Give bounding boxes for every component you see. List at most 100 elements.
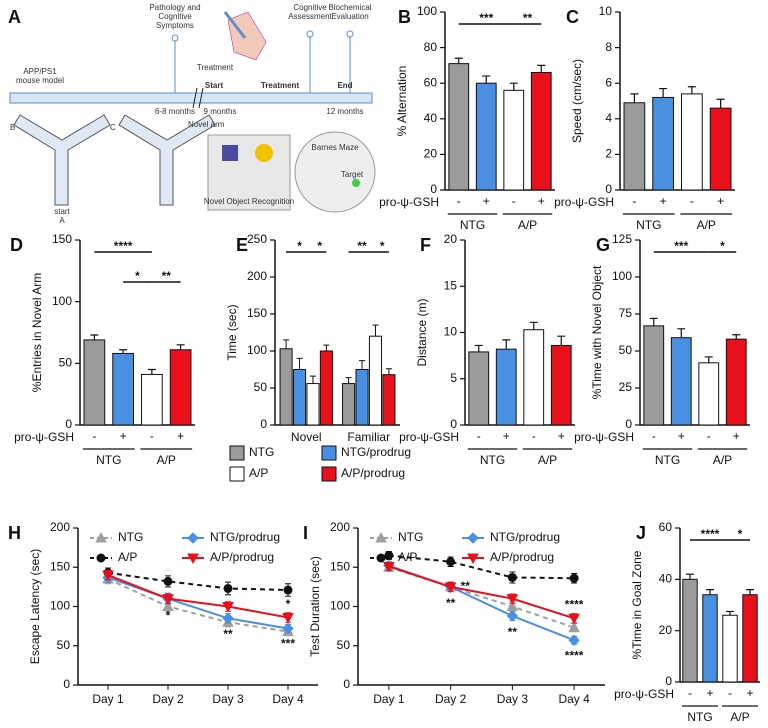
y-tick-label: 50 <box>254 380 268 394</box>
label: Assessment <box>288 12 332 21</box>
y-tick-label: 150 <box>247 306 267 320</box>
y-tick-label: 0 <box>430 182 437 196</box>
line <box>107 576 289 630</box>
error-bar <box>537 64 546 73</box>
line <box>107 574 289 619</box>
label: Treatment <box>197 63 234 72</box>
label: 6-8 months <box>155 107 195 116</box>
x-tick-label: - <box>688 686 692 700</box>
bar <box>670 337 692 426</box>
y-tick-label: 20 <box>424 147 438 161</box>
x-tick-label: + <box>706 686 713 700</box>
y-axis-label: %Time in Goal Zone <box>630 550 644 659</box>
legend-marker <box>376 553 386 563</box>
x-tick-label: Day 4 <box>558 692 590 706</box>
x-tick-label: Day 1 <box>92 692 124 706</box>
y-tick-label: 25 <box>619 380 633 394</box>
x-tick-label: Day 3 <box>497 692 529 706</box>
point <box>282 622 294 635</box>
bar <box>319 350 333 426</box>
y-tick-label: 50 <box>337 638 351 652</box>
error-bar <box>283 339 290 349</box>
legend-marker <box>467 532 479 544</box>
treatment-label: pro-ψ-GSH <box>614 687 674 701</box>
x-tick-label: Day 3 <box>212 692 244 706</box>
legend-marker <box>187 532 199 544</box>
bar <box>652 96 674 191</box>
x-tick-label: Day 2 <box>152 692 184 706</box>
panel-letter: J <box>636 523 646 543</box>
point <box>568 613 580 625</box>
error-bar <box>176 344 185 350</box>
treatment-label: pro-ψ-GSH <box>574 430 634 444</box>
point <box>282 612 294 624</box>
y-axis-label: Time (sec) <box>225 304 239 360</box>
y-tick-label: 8 <box>605 40 612 54</box>
label: 12 months <box>326 107 363 116</box>
legend-swatch <box>321 445 337 461</box>
y-tick-label: 100 <box>52 294 72 308</box>
error-bar <box>119 349 128 354</box>
annotation: **** <box>565 648 584 662</box>
legend-swatch <box>321 466 337 482</box>
label: 9 months <box>204 107 237 116</box>
legend-label: A/P <box>249 466 268 480</box>
significance-label: * <box>135 269 140 283</box>
panel-letter: A <box>8 7 21 27</box>
bar <box>141 373 163 426</box>
point <box>568 621 580 633</box>
panel-letter: F <box>420 235 431 255</box>
treatment-label: pro-ψ-GSH <box>554 195 614 209</box>
y-axis-label: Test Duration (sec) <box>308 556 322 657</box>
y-tick-label: 100 <box>247 343 267 357</box>
label: Barnes Maze <box>311 143 359 152</box>
significance-label: * <box>738 527 743 541</box>
y-axis-label: Speed (cm/sec) <box>570 59 584 143</box>
y-tick-label: 200 <box>247 269 267 283</box>
error-bar <box>345 377 352 384</box>
label: A <box>59 216 65 225</box>
y-tick-label: 60 <box>659 520 673 534</box>
label: Novel Object Recognition <box>204 197 294 206</box>
line <box>388 554 575 580</box>
y-axis-label: Escape Latency (sec) <box>28 549 42 664</box>
legend-swatch <box>229 445 245 461</box>
significance-label: *** <box>674 239 688 253</box>
y-tick-label: 0 <box>260 417 267 431</box>
panel-a: A Pathology and Cognitive Symptoms Treat… <box>8 3 376 225</box>
legend-label: NTG <box>398 530 423 544</box>
legend-marker <box>96 553 106 563</box>
bar <box>306 383 320 426</box>
y-tick-label: 15 <box>444 278 458 292</box>
line <box>388 565 575 620</box>
y-tick-label: 250 <box>247 232 267 246</box>
legend-marker <box>467 553 479 565</box>
error-bar <box>677 328 686 338</box>
x-tick-label: - <box>532 429 536 443</box>
x-tick-label: + <box>717 194 724 208</box>
error-bar <box>309 375 316 384</box>
y-tick-label: 150 <box>52 232 72 246</box>
y-tick-label: 200 <box>330 520 350 534</box>
significance-label: *** <box>479 11 493 25</box>
y-tick-label: 6 <box>605 75 612 89</box>
label: Evaluation <box>331 12 368 21</box>
bar <box>342 383 356 426</box>
y-axis-label: Distance (m) <box>415 298 429 366</box>
arena <box>207 134 291 211</box>
y-tick-label: 0 <box>343 677 350 691</box>
line <box>388 566 575 629</box>
group-label: NTG <box>687 710 712 724</box>
legend-label: A/P/prodrug <box>490 550 554 564</box>
y-tick-label: 0 <box>450 417 457 431</box>
legend-marker <box>187 553 199 565</box>
point <box>568 634 580 646</box>
y-tick-label: 20 <box>444 232 458 246</box>
x-tick-label: - <box>652 429 656 443</box>
line <box>107 571 289 592</box>
bar <box>530 72 552 191</box>
y-maze <box>13 114 111 206</box>
significance-label: **** <box>114 239 133 253</box>
x-tick-label: - <box>707 429 711 443</box>
